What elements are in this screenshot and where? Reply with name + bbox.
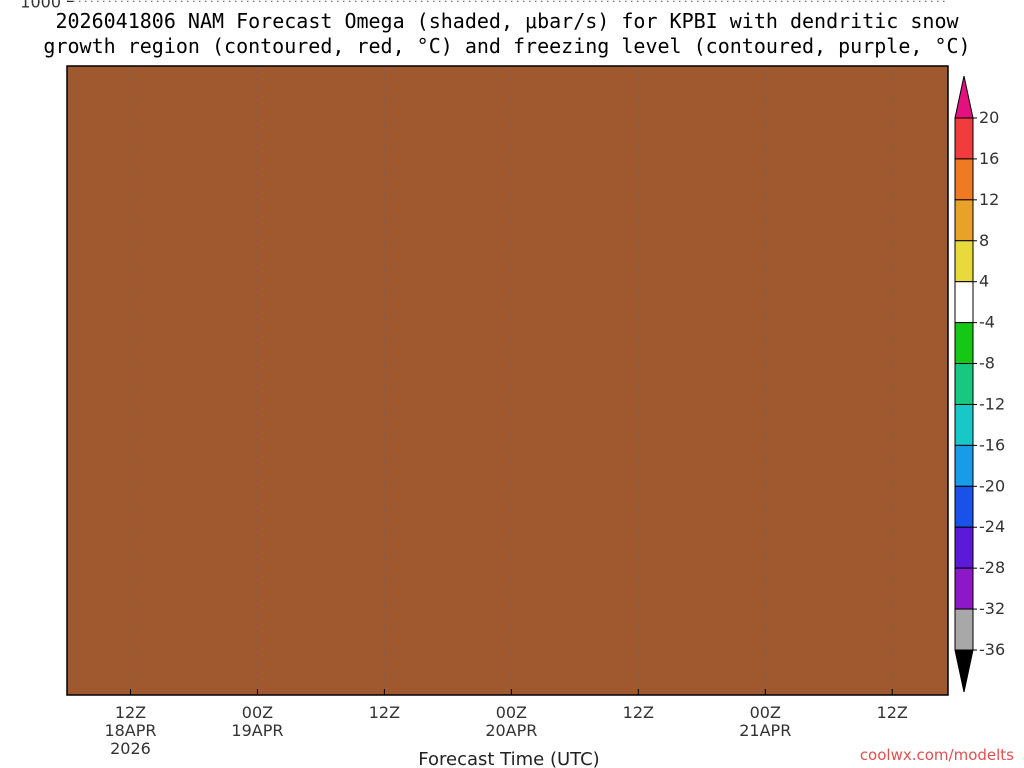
x-tick-label-66-0: 00Z (750, 703, 781, 722)
plot-frame (66, 65, 949, 696)
colorbar-label-5: -4 (979, 313, 995, 332)
x-tick-label-54-0: 12Z (623, 703, 654, 722)
grid: 2503003504004505005506006507007508008509… (20, 0, 948, 758)
colorbar-band-12 (954, 608, 974, 651)
colorbar-label-4: 4 (979, 272, 989, 291)
colorbar-band-3 (954, 240, 974, 283)
colorbar-label-11: -28 (979, 558, 1005, 577)
x-axis-label: Forecast Time (UTC) (418, 749, 599, 768)
colorbar-label-7: -12 (979, 394, 1005, 413)
colorbar-label-13: -36 (979, 640, 1005, 659)
colorbar-label-9: -20 (979, 476, 1005, 495)
colorbar-band-1 (954, 158, 974, 201)
x-tick-label-78-0: 12Z (877, 703, 908, 722)
colorbar-label-12: -32 (979, 599, 1005, 618)
colorbar-label-8: -16 (979, 435, 1005, 454)
colorbar-band-9 (954, 485, 974, 528)
colorbar-band-5 (954, 322, 974, 365)
colorbar-label-2: 12 (979, 190, 999, 209)
omega-shading (67, 66, 948, 695)
colorbar-band-11 (954, 567, 974, 610)
x-tick-label-30-0: 12Z (369, 703, 400, 722)
colorbar-label-6: -8 (979, 354, 995, 373)
colorbar: 20 16 12 8 4 -4 -8 -12 -16 -20 -24 -28 -32 -36 (954, 75, 1005, 693)
colorbar-arrow-down (954, 649, 974, 693)
x-tick-label-6-1: 18APR (104, 721, 156, 740)
colorbar-band-7 (954, 403, 974, 446)
colorbar-band-4 (954, 281, 974, 324)
x-tick-label-18-0: 00Z (242, 703, 273, 722)
colorbar-band-2 (954, 199, 974, 242)
colorbar-band-8 (954, 444, 974, 487)
colorbar-band-0 (954, 117, 974, 160)
x-tick-label-42-1: 20APR (485, 721, 537, 740)
colorbar-arrow-up (954, 75, 974, 119)
colorbar-label-0: 20 (979, 108, 999, 127)
colorbar-label-10: -24 (979, 517, 1005, 536)
x-tick-label-6-0: 12Z (115, 703, 146, 722)
colorbar-band-10 (954, 526, 974, 569)
x-tick-label-6-2: 2026 (110, 739, 151, 758)
colorbar-label-3: 8 (979, 231, 989, 250)
colorbar-band-6 (954, 363, 974, 405)
chart-title-line2: growth region (contoured, red, °C) and f… (43, 34, 970, 58)
y-tick-label-1000: 1000 (20, 0, 61, 11)
credit-text: coolwx.com/modelts (860, 746, 1014, 764)
colorbar-label-1: 16 (979, 149, 999, 168)
x-tick-label-42-0: 00Z (496, 703, 527, 722)
x-tick-label-18-1: 19APR (231, 721, 283, 740)
chart-title-line1: 2026041806 NAM Forecast Omega (shaded, μ… (55, 9, 959, 33)
x-tick-label-66-1: 21APR (739, 721, 791, 740)
ground-surface (67, 66, 948, 695)
